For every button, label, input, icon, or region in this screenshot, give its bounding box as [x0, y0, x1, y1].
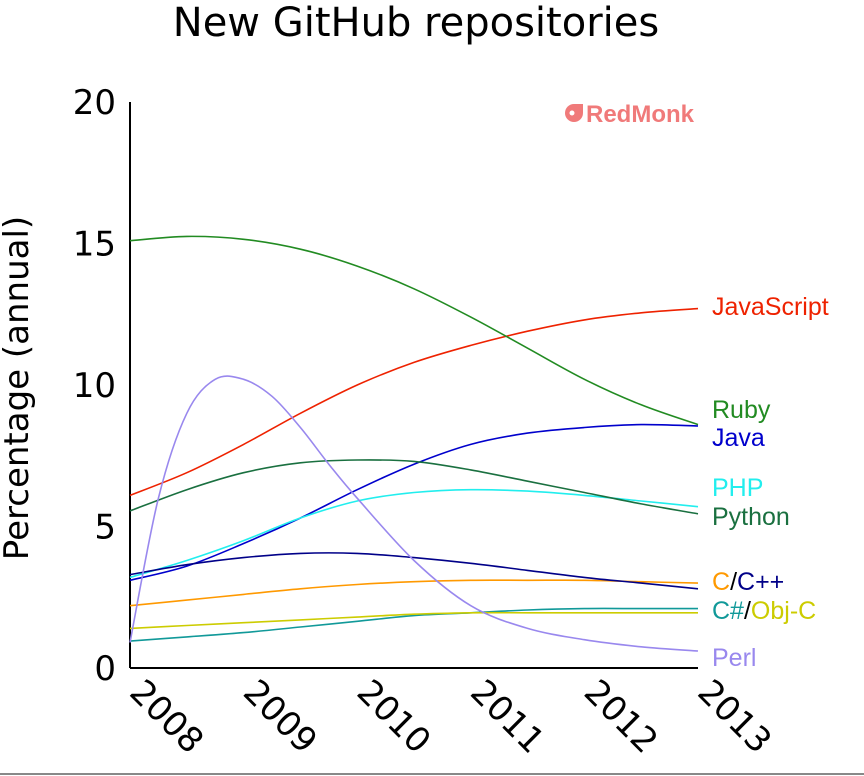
series-line-objc	[129, 611, 698, 630]
y-tick-label: 10	[73, 366, 116, 406]
series-label-part: Python	[712, 503, 790, 531]
series-label-part: C++	[737, 568, 784, 596]
x-tick-label: 2009	[235, 672, 324, 761]
series-label-javascript: JavaScript	[712, 293, 829, 321]
series-label-perl: Perl	[712, 644, 756, 672]
redmonk-logo-text: RedMonk	[586, 101, 695, 128]
series-label-part: /	[730, 568, 737, 596]
y-ticks: 0 5 10 15 20	[73, 83, 116, 689]
axes	[129, 102, 698, 669]
series-label-part: Ruby	[712, 396, 771, 424]
chart-title: New GitHub repositories	[173, 0, 659, 46]
redmonk-logo: RedMonk	[565, 101, 695, 128]
series-label-part: Java	[712, 424, 765, 452]
series-end-labels: JavaScriptRubyJavaPHPPythonC/C++C#/Obj-C…	[712, 293, 829, 672]
series-label-python: Python	[712, 503, 790, 531]
series-label-java: Java	[712, 424, 765, 452]
y-tick-label: 5	[94, 508, 116, 548]
series-label-csharp-objc: C#/Obj-C	[712, 597, 816, 625]
series-label-part: Perl	[712, 644, 756, 672]
series-line-csharp	[129, 607, 698, 642]
y-tick-label: 20	[73, 83, 116, 123]
series-line-php	[129, 488, 699, 579]
x-tick-label: 2011	[462, 672, 551, 761]
y-axis-label: Percentage (annual)	[0, 216, 37, 560]
series-line-java	[129, 423, 699, 582]
series-label-part: /	[744, 597, 751, 625]
series-label-php: PHP	[712, 474, 763, 502]
x-tick-label: 2012	[576, 672, 665, 761]
x-tick-label: 2013	[690, 672, 779, 761]
x-ticks: 2008 2009 2010 2011 2012 2013	[122, 672, 779, 761]
series-label-part: C#	[712, 597, 744, 625]
series-line-cpp	[129, 552, 699, 590]
series-line-python	[129, 459, 699, 515]
series-line-c	[129, 579, 699, 607]
series-line-javascript	[129, 307, 699, 497]
x-tick-label: 2008	[122, 672, 211, 761]
x-tick-label: 2010	[349, 672, 438, 761]
series-line-perl	[129, 375, 699, 652]
series-line-ruby	[129, 235, 699, 426]
series-label-c-cpp: C/C++	[712, 568, 784, 596]
y-tick-label: 15	[73, 225, 116, 265]
y-tick-label: 0	[94, 649, 116, 689]
series-label-ruby: Ruby	[712, 396, 771, 424]
series-label-part: JavaScript	[712, 293, 829, 321]
series-label-part: Obj-C	[751, 597, 816, 625]
series-lines	[129, 235, 699, 652]
series-label-part: PHP	[712, 474, 763, 502]
redmonk-logo-icon-eye	[569, 110, 575, 116]
series-label-part: C	[712, 568, 730, 596]
